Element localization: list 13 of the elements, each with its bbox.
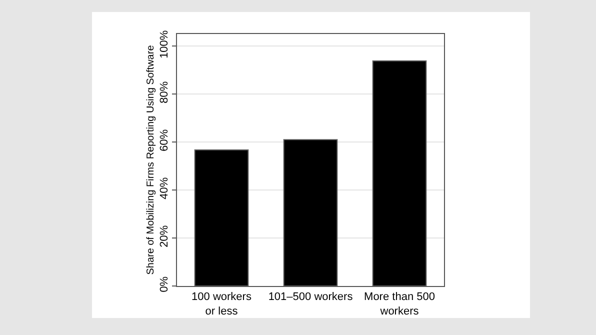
y-tick-label: 20% xyxy=(158,225,171,248)
y-tick-label: 100% xyxy=(158,30,171,58)
x-tick-label: 100 workers or less xyxy=(192,291,252,318)
y-tick-label: 60% xyxy=(158,129,171,152)
x-tick-label: 101–500 workers xyxy=(268,291,354,304)
y-tick-label: 0% xyxy=(158,276,171,292)
y-axis-title: Share of Mobilizing Firms Reporting Using Software xyxy=(146,44,157,275)
bar xyxy=(194,149,249,286)
bar xyxy=(283,139,338,286)
y-tick-label: 40% xyxy=(158,177,171,200)
x-tick-label: More than 500 workers xyxy=(364,291,435,318)
y-tick-label: 80% xyxy=(158,81,171,104)
bar xyxy=(372,60,427,286)
